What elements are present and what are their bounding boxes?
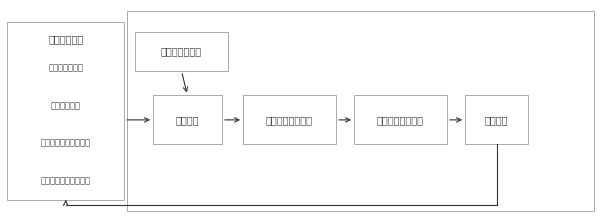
FancyBboxPatch shape [243, 95, 336, 144]
Text: 反应温度设定值: 反应温度设定值 [161, 47, 202, 57]
Text: 本周反应温度: 本周反应温度 [50, 101, 80, 110]
Text: 模糊逻辑算注模块: 模糊逻辑算注模块 [266, 115, 313, 125]
FancyBboxPatch shape [354, 95, 447, 144]
Text: 本周期冷却水回水温度: 本周期冷却水回水温度 [41, 176, 91, 185]
FancyBboxPatch shape [135, 32, 228, 71]
Text: 本周期冷却水上水温度: 本周期冷却水上水温度 [41, 139, 91, 148]
FancyBboxPatch shape [7, 22, 124, 200]
Text: 反应模块: 反应模块 [485, 115, 508, 125]
Text: 检测反馈模块: 检测反馈模块 [48, 34, 83, 44]
FancyBboxPatch shape [153, 95, 222, 144]
Text: 比较模块: 比较模块 [176, 115, 199, 125]
FancyBboxPatch shape [465, 95, 528, 144]
Text: 本周期反应气压: 本周期反应气压 [48, 63, 83, 72]
Text: 调节阀开启度控制: 调节阀开启度控制 [377, 115, 424, 125]
